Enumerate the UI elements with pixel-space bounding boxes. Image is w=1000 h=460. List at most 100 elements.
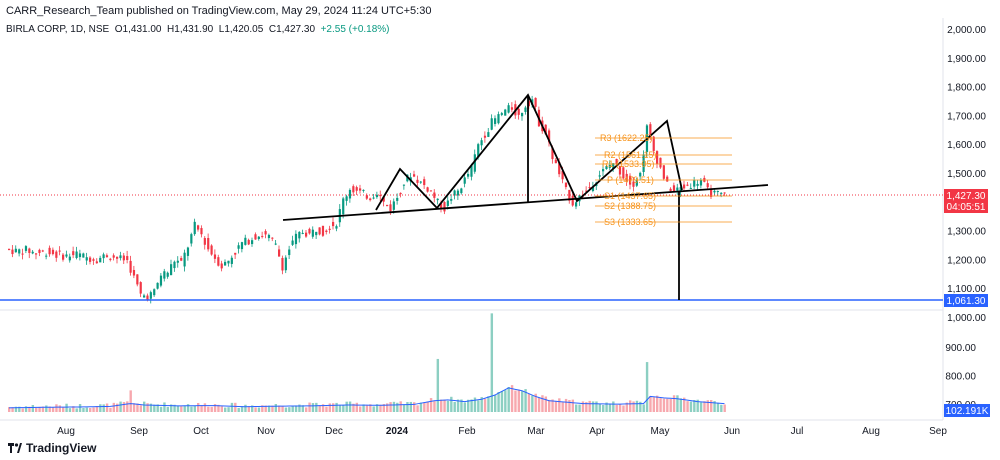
candle <box>683 180 686 192</box>
candle <box>456 188 460 200</box>
candle <box>180 255 183 262</box>
last-price-value: 1,427.30 <box>947 191 986 202</box>
volume-bar <box>402 404 406 412</box>
candle <box>132 265 136 279</box>
volume-bar <box>612 401 615 412</box>
candle <box>38 248 41 257</box>
volume-bar <box>433 401 436 412</box>
candle <box>332 217 335 230</box>
time-tick-label: Apr <box>589 426 605 437</box>
candle <box>662 165 665 181</box>
volume-bar <box>679 398 683 412</box>
candle <box>625 169 628 186</box>
candle <box>149 290 152 304</box>
tradingview-icon <box>8 443 22 453</box>
volume-bar <box>716 402 720 412</box>
volume-bar <box>112 402 116 412</box>
candle <box>24 245 28 254</box>
pivot-label: S1 (1437.65) <box>604 191 656 201</box>
candle <box>608 160 611 171</box>
candle <box>240 241 244 253</box>
volume-bar <box>649 396 652 412</box>
volume-bar <box>537 397 541 412</box>
candle <box>706 179 709 190</box>
candle <box>213 249 217 264</box>
volume-bar <box>72 406 75 412</box>
volume-bar <box>41 406 45 412</box>
candle <box>129 255 132 276</box>
volume-bar <box>548 399 551 412</box>
volume-bar <box>558 398 561 412</box>
support-price-value: 1,061.30 <box>947 296 986 307</box>
volume-bar <box>419 402 423 412</box>
candle <box>41 249 44 253</box>
candle <box>220 260 223 272</box>
volume-bar <box>220 406 224 412</box>
volume-bar <box>38 406 41 412</box>
candle <box>413 170 416 178</box>
candle <box>99 255 102 263</box>
price-tick-label: 1,100.00 <box>947 284 986 295</box>
volume-bar <box>568 400 571 412</box>
volume-bar <box>531 395 534 412</box>
volume-bar <box>672 395 676 412</box>
volume-bar <box>230 402 234 412</box>
candle <box>261 231 264 239</box>
candle <box>423 176 426 190</box>
volume-bar <box>352 403 355 412</box>
candle <box>710 184 713 200</box>
volume-bar <box>487 396 490 412</box>
candle <box>139 281 142 298</box>
volume-bar <box>311 403 315 412</box>
volume-bar <box>710 400 713 412</box>
time-tick-label: Aug <box>862 426 880 437</box>
volume-bar <box>490 313 494 412</box>
volume-bar <box>102 404 105 412</box>
volume-bar <box>524 389 527 412</box>
volume-bar <box>379 404 382 412</box>
time-tick-label: Jul <box>791 426 804 437</box>
volume-bar <box>406 402 409 412</box>
candle <box>416 175 419 187</box>
price-tick-label: 1,800.00 <box>947 83 986 94</box>
volume-bar <box>436 358 440 412</box>
volume-bar <box>342 404 345 412</box>
candle <box>112 253 115 261</box>
volume-bar <box>389 402 392 412</box>
volume-bar <box>122 402 126 412</box>
pattern-drawing <box>282 93 769 300</box>
volume-tick-label: 800.00 <box>945 372 976 383</box>
volume-bar <box>662 398 666 412</box>
volume-bar <box>571 399 575 412</box>
candle <box>348 188 352 203</box>
volume-bar <box>264 405 267 412</box>
candle <box>656 150 659 169</box>
volume-bar <box>541 395 544 412</box>
volume-bar <box>440 399 443 412</box>
candle <box>436 198 439 205</box>
volume-bar <box>460 399 463 412</box>
volume-bar <box>359 406 362 412</box>
volume-bar <box>338 405 342 412</box>
volume-bar <box>21 408 24 412</box>
volume-bar <box>355 402 359 412</box>
volume-bar <box>284 407 288 412</box>
tradingview-logo[interactable]: TradingView <box>8 441 96 455</box>
candle <box>58 246 61 256</box>
low-value: 1,420.05 <box>224 24 264 35</box>
candle <box>328 225 331 234</box>
volume-bar <box>467 399 470 412</box>
change-value: +2.55 (+0.18%) <box>320 24 390 35</box>
volume-bar <box>92 407 95 412</box>
volume-bar <box>578 404 581 412</box>
volume-bar <box>595 401 598 412</box>
volume-bar <box>382 404 386 412</box>
volume-bar <box>254 407 257 412</box>
candle <box>301 229 304 235</box>
pivot-label: S3 (1333.65) <box>604 217 656 227</box>
candle <box>433 189 436 203</box>
candle <box>379 190 382 202</box>
candle <box>426 186 429 193</box>
candle <box>510 102 514 113</box>
